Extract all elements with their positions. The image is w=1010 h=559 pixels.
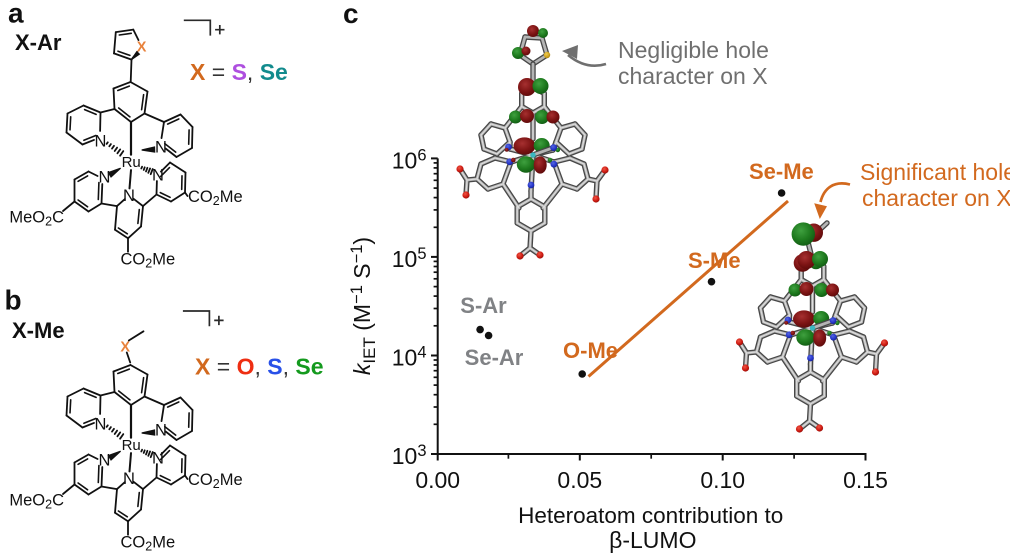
svg-text:X = S, Se: X = S, Se <box>190 59 288 85</box>
svg-text:Se-Me: Se-Me <box>749 159 814 184</box>
svg-text:0.05: 0.05 <box>557 467 602 493</box>
svg-text:S-Ar: S-Ar <box>460 293 507 318</box>
svg-text:b: b <box>5 285 22 316</box>
svg-text:CO2Me: CO2Me <box>121 250 176 270</box>
svg-text:0.10: 0.10 <box>700 467 745 493</box>
svg-text:N: N <box>123 470 135 488</box>
svg-text:N: N <box>152 167 164 185</box>
svg-text:N: N <box>123 187 135 205</box>
svg-text:X-Me: X-Me <box>12 318 65 343</box>
svg-text:N: N <box>95 133 107 151</box>
svg-text:Significant hole: Significant hole <box>860 159 1010 185</box>
svg-text:X: X <box>137 40 147 56</box>
svg-text:X = O, S, Se: X = O, S, Se <box>195 354 324 380</box>
svg-text:X: X <box>120 340 130 356</box>
svg-text:kIET (M−1 S−1): kIET (M−1 S−1) <box>348 237 379 375</box>
svg-text:Negligible hole: Negligible hole <box>618 37 769 63</box>
svg-text:Ru: Ru <box>122 437 141 454</box>
svg-text:N: N <box>99 452 111 470</box>
svg-text:Ru: Ru <box>122 154 141 171</box>
svg-text:0.00: 0.00 <box>415 467 460 493</box>
svg-text:N: N <box>95 416 107 434</box>
svg-text:O-Me: O-Me <box>563 338 618 363</box>
svg-text:c: c <box>343 0 359 29</box>
svg-text:Se-Ar: Se-Ar <box>465 345 524 370</box>
svg-text:MeO2C: MeO2C <box>9 209 64 229</box>
svg-text:β-LUMO: β-LUMO <box>609 527 696 553</box>
svg-text:character on X: character on X <box>618 63 768 89</box>
svg-text:N: N <box>155 139 167 157</box>
svg-text:0.15: 0.15 <box>843 467 888 493</box>
svg-text:character on X: character on X <box>862 185 1010 211</box>
svg-text:X-Ar: X-Ar <box>15 30 62 55</box>
svg-text:N: N <box>155 422 167 440</box>
svg-text:a: a <box>8 0 24 29</box>
svg-text:N: N <box>152 450 164 468</box>
svg-text:CO2Me: CO2Me <box>188 188 243 208</box>
svg-text:S-Me: S-Me <box>688 248 741 273</box>
svg-text:CO2Me: CO2Me <box>188 471 243 491</box>
svg-text:Heteroatom contribution to: Heteroatom contribution to <box>518 503 783 528</box>
svg-text:CO2Me: CO2Me <box>121 533 176 553</box>
svg-text:N: N <box>99 169 111 187</box>
svg-text:MeO2C: MeO2C <box>9 492 64 512</box>
